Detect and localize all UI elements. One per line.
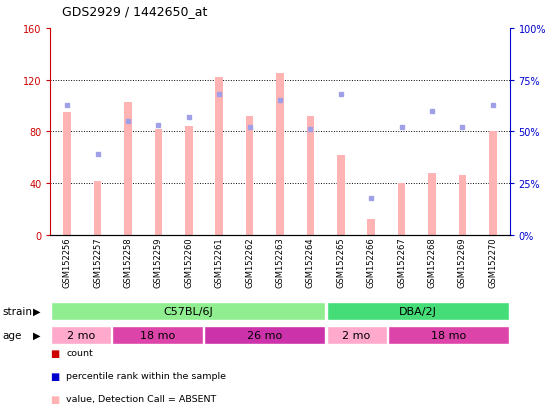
Bar <box>51 326 111 344</box>
Text: ■: ■ <box>50 371 60 381</box>
Text: 26 mo: 26 mo <box>247 330 282 340</box>
Bar <box>459 176 466 235</box>
Text: 18 mo: 18 mo <box>140 330 175 340</box>
Text: ▶: ▶ <box>32 330 40 340</box>
Bar <box>367 220 375 235</box>
Text: count: count <box>66 349 93 358</box>
Bar <box>246 117 253 235</box>
Bar <box>489 132 497 235</box>
Bar <box>388 326 509 344</box>
Bar <box>326 326 386 344</box>
Text: GDS2929 / 1442650_at: GDS2929 / 1442650_at <box>62 5 207 18</box>
Bar <box>398 184 405 235</box>
Bar <box>94 181 101 235</box>
Text: age: age <box>3 330 22 340</box>
Text: ■: ■ <box>50 394 60 404</box>
Bar <box>337 155 344 235</box>
Bar <box>124 102 132 235</box>
Text: DBA/2J: DBA/2J <box>399 306 437 316</box>
Bar <box>204 326 325 344</box>
Bar <box>216 78 223 235</box>
Bar <box>112 326 203 344</box>
Text: ▶: ▶ <box>32 306 40 316</box>
Bar <box>326 302 509 320</box>
Text: 2 mo: 2 mo <box>342 330 371 340</box>
Bar <box>51 302 325 320</box>
Text: percentile rank within the sample: percentile rank within the sample <box>66 371 226 380</box>
Text: C57BL/6J: C57BL/6J <box>164 306 213 316</box>
Text: value, Detection Call = ABSENT: value, Detection Call = ABSENT <box>66 394 216 403</box>
Bar <box>185 127 193 235</box>
Text: strain: strain <box>3 306 33 316</box>
Bar <box>155 130 162 235</box>
Bar <box>276 74 284 235</box>
Text: 18 mo: 18 mo <box>431 330 466 340</box>
Bar <box>63 113 71 235</box>
Bar <box>428 173 436 235</box>
Text: 2 mo: 2 mo <box>67 330 95 340</box>
Bar <box>307 117 314 235</box>
Text: ■: ■ <box>50 348 60 358</box>
